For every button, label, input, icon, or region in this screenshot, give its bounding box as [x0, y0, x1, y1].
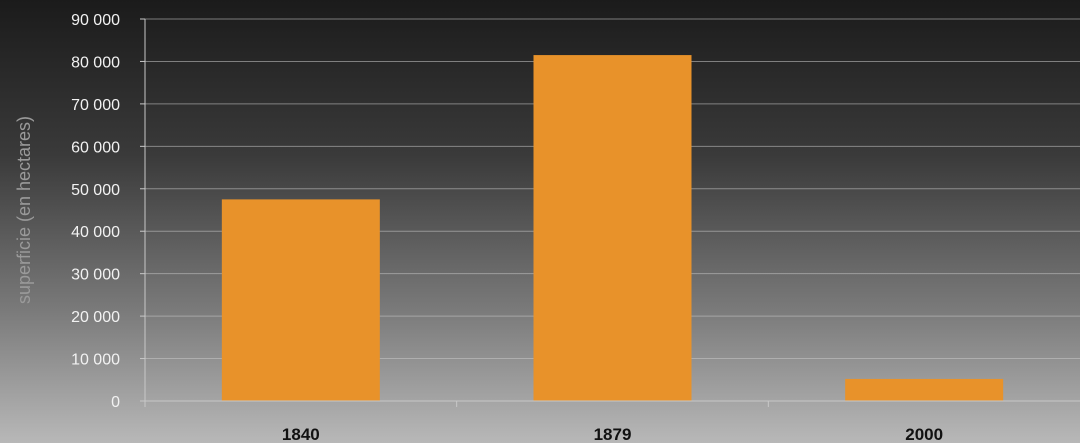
- x-tick-label: 2000: [905, 425, 943, 443]
- y-tick-label: 80 000: [71, 54, 120, 71]
- x-tick-label: 1840: [282, 425, 320, 443]
- x-tick-labels: 1840 1879 2000: [282, 425, 943, 443]
- y-tick-labels: 0 10 000 20 000 30 000 40 000 50 000 60 000 70 …: [71, 12, 120, 411]
- bars: [221, 55, 1004, 401]
- bar-1879: [533, 55, 692, 401]
- x-tick-label: 1879: [594, 425, 632, 443]
- y-tick-label: 90 000: [71, 12, 120, 29]
- y-tick-label: 0: [111, 394, 120, 411]
- y-tick-label: 20 000: [71, 309, 120, 326]
- y-tick-label: 60 000: [71, 139, 120, 156]
- axes: [144, 19, 1080, 402]
- y-axis-title: superficie (en hectares): [14, 116, 34, 304]
- y-tick-label: 40 000: [71, 224, 120, 241]
- y-tick-label: 10 000: [71, 352, 120, 369]
- y-tick-label: 30 000: [71, 267, 120, 284]
- bar-1840: [221, 199, 380, 401]
- y-tick-label: 50 000: [71, 182, 120, 199]
- bar-2000: [845, 378, 1004, 401]
- y-tick-label: 70 000: [71, 97, 120, 114]
